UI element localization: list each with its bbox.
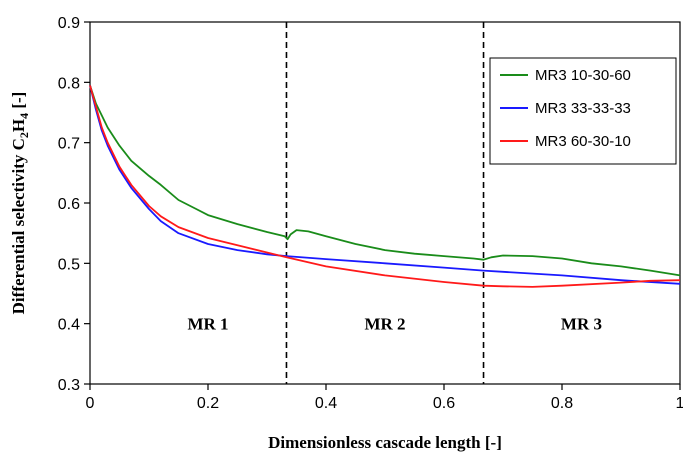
series-line-3 bbox=[89, 85, 681, 288]
series-line-2 bbox=[89, 85, 681, 285]
y-tick-label: 0.7 bbox=[58, 136, 80, 153]
x-tick-label: 0.4 bbox=[315, 395, 337, 412]
region-label: MR 1 bbox=[187, 315, 228, 334]
y-axis-title-sub-4: 4 bbox=[17, 113, 31, 119]
x-axis-ticks: 0 0.2 0.4 0.6 0.8 1 bbox=[86, 384, 683, 412]
region-dividers bbox=[285, 22, 485, 384]
legend-label: MR3 33-33-33 bbox=[535, 100, 631, 117]
legend-label: MR3 60-30-10 bbox=[535, 133, 631, 150]
y-tick-label: 0.3 bbox=[58, 377, 80, 394]
y-axis-title-main: Differential selectivity C bbox=[9, 138, 28, 314]
x-tick-label: 0 bbox=[86, 395, 95, 412]
y-tick-label: 0.5 bbox=[58, 256, 80, 273]
region-label: MR 3 bbox=[561, 315, 602, 334]
y-tick-label: 0.8 bbox=[58, 75, 80, 92]
x-tick-label: 0.6 bbox=[433, 395, 455, 412]
y-axis-title-sub-2: 2 bbox=[17, 132, 31, 138]
x-axis-title: Dimensionless cascade length [-] bbox=[268, 433, 502, 452]
x-tick-label: 1 bbox=[676, 395, 683, 412]
y-tick-label: 0.4 bbox=[58, 317, 80, 334]
legend: MR3 10-30-60 MR3 33-33-33 MR3 60-30-10 bbox=[489, 57, 677, 165]
region-labels: MR 1 MR 2 MR 3 bbox=[187, 315, 602, 334]
y-tick-label: 0.6 bbox=[58, 196, 80, 213]
series-line-1 bbox=[89, 85, 681, 277]
x-tick-label: 0.8 bbox=[551, 395, 573, 412]
region-label: MR 2 bbox=[364, 315, 405, 334]
y-axis-title-h: H bbox=[9, 119, 28, 132]
x-tick-label: 0.2 bbox=[197, 395, 219, 412]
series-lines bbox=[89, 85, 681, 288]
y-axis-ticks: 0.3 0.4 0.5 0.6 0.7 0.8 0.9 bbox=[58, 15, 90, 394]
y-axis-title: Differential selectivity C2H4 [-] bbox=[9, 92, 31, 315]
y-tick-label: 0.9 bbox=[58, 15, 80, 32]
y-axis-title-unit: [-] bbox=[9, 92, 28, 113]
legend-label: MR3 10-30-60 bbox=[535, 67, 631, 84]
